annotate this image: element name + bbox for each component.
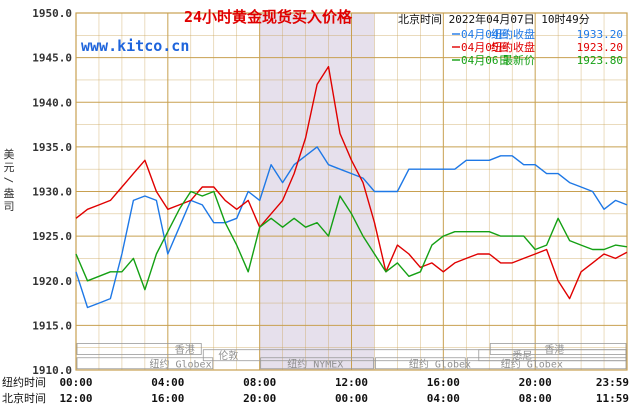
market-ny-globex-2-box — [375, 357, 466, 370]
y-axis-label-char: 司 — [4, 200, 15, 213]
market-hk-label: 香港 — [175, 344, 195, 356]
y-tick-label: 1940.0 — [32, 96, 72, 109]
y-axis-label-char: / — [2, 177, 15, 184]
x-tick-label: 00:00 — [335, 392, 368, 405]
legend-date-1: 04月05日 — [461, 41, 510, 54]
market-hk-2-box — [489, 343, 627, 355]
series-line-2 — [75, 190, 628, 291]
x-tick-label: 08:00 — [519, 392, 552, 405]
watermark-url: www.kitco.cn — [81, 37, 189, 55]
x-tick-label: 00:00 — [59, 376, 92, 389]
legend-value-0: 1933.20 — [577, 28, 623, 41]
x-tick-label: 08:00 — [243, 376, 276, 389]
legend-value-2: 1923.80 — [577, 54, 623, 67]
market-hk-box — [76, 343, 202, 355]
legend-type-1: 纽约收盘 — [491, 40, 535, 54]
legend-date-2: 04月06日 — [461, 54, 510, 67]
market-ny-globex-3-label: 纽约 Globex — [501, 357, 563, 370]
y-tick-label: 1915.0 — [32, 319, 72, 332]
chart-timestamp: 北京时间 2022年04月07日 10时49分 — [398, 12, 590, 26]
legend-type-0: 纽约收盘 — [491, 27, 535, 41]
x-tick-label: 23:59 — [596, 376, 629, 389]
x-axis-row-label: 北京时间 — [2, 391, 46, 405]
x-tick-label: 16:00 — [427, 376, 460, 389]
legend-date-0: 04月04日 — [461, 28, 510, 41]
y-tick-label: 1935.0 — [32, 141, 72, 154]
plot-border — [75, 12, 628, 371]
x-tick-label: 20:00 — [519, 376, 552, 389]
series-line-1 — [75, 65, 628, 300]
x-tick-label: 16:00 — [151, 392, 184, 405]
x-tick-label: 20:00 — [243, 392, 276, 405]
y-tick-label: 1925.0 — [32, 230, 72, 243]
legend-value-1: 1923.20 — [577, 41, 623, 54]
market-london-label: 伦敦 — [218, 349, 238, 362]
x-tick-label: 04:00 — [427, 392, 460, 405]
y-axis-label-char: 盎 — [4, 186, 15, 200]
market-sydney-box — [478, 349, 627, 362]
y-tick-label: 1945.0 — [32, 52, 72, 65]
market-ny-globex-3-box — [466, 357, 627, 370]
legend-type-2: 最新价 — [502, 53, 535, 67]
y-tick-label: 1920.0 — [32, 275, 72, 288]
market-ny-nymex-box — [260, 357, 374, 370]
series-line-0 — [75, 146, 628, 309]
market-ny-nymex-label: 纽约 NYMEX — [287, 357, 343, 370]
y-axis-label-char: 元 — [4, 161, 15, 174]
chart-title: 24小时黄金现货买入价格 — [184, 8, 353, 26]
y-axis-label-char: 美 — [4, 148, 15, 161]
market-ny-globex-label: 纽约 Globex — [149, 357, 211, 370]
y-tick-label: 1930.0 — [32, 186, 72, 199]
x-tick-label: 12:00 — [59, 392, 92, 405]
market-sydney-label: 悉尼 — [512, 350, 532, 362]
x-tick-label: 11:59 — [596, 392, 629, 405]
x-axis-row-label: 纽约时间 — [2, 375, 46, 389]
y-tick-label: 1950.0 — [32, 7, 72, 20]
y-tick-label: 1910.0 — [32, 364, 72, 377]
market-ny-globex-2-label: 纽约 Globex — [409, 357, 471, 370]
x-tick-label: 04:00 — [151, 376, 184, 389]
x-tick-label: 12:00 — [335, 376, 368, 389]
market-ny-globex-box — [76, 357, 214, 370]
